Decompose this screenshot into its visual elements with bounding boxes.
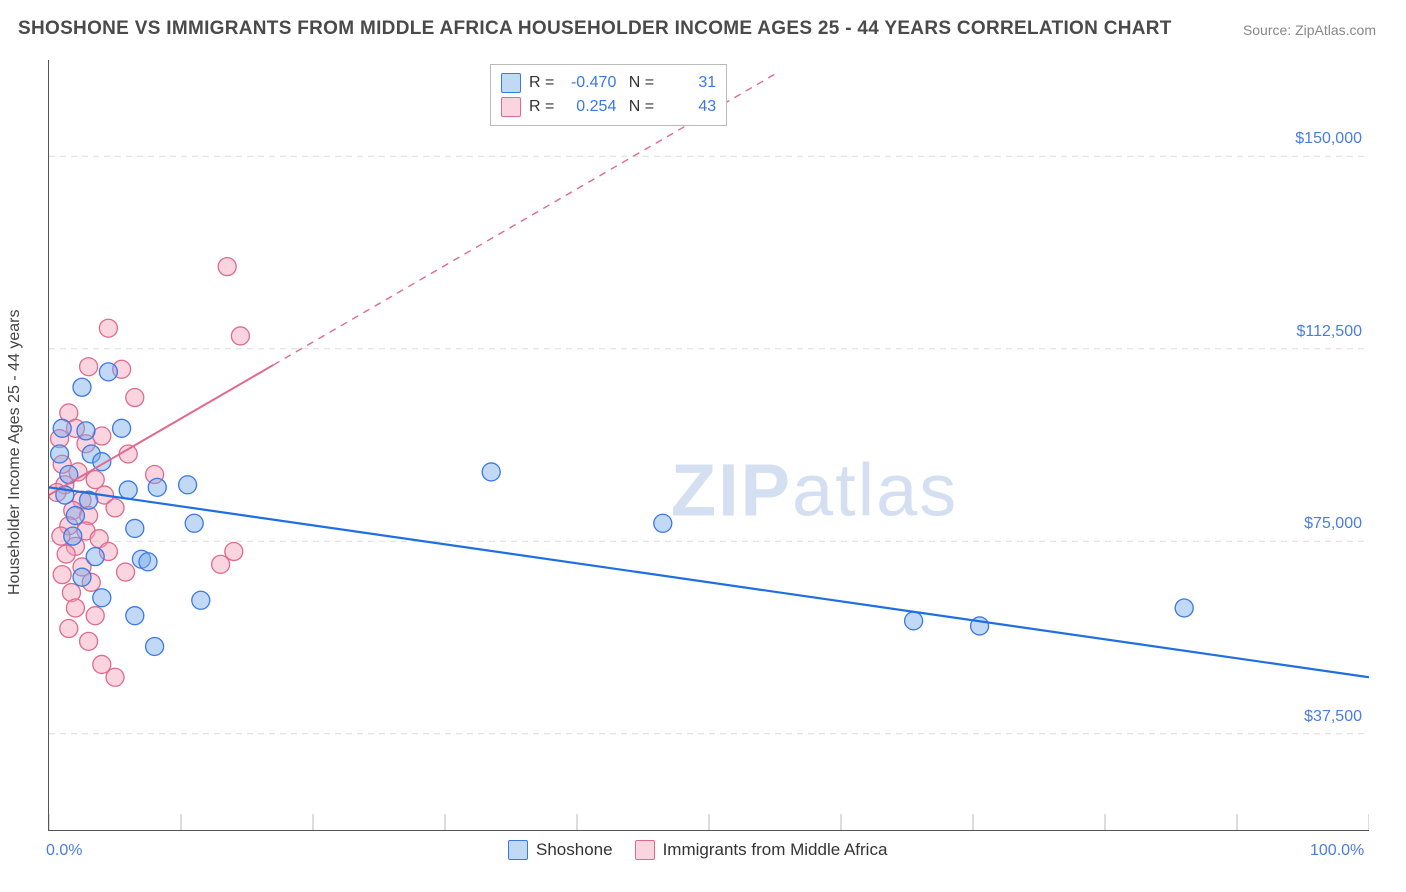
source-prefix: Source: xyxy=(1243,22,1295,38)
stat-n-value-immigrants: 43 xyxy=(662,98,716,116)
stat-r-value-immigrants: 0.254 xyxy=(562,98,616,116)
swatch-shoshone xyxy=(501,73,521,93)
stats-row-immigrants: R = 0.254 N = 43 xyxy=(501,95,716,119)
y-tick-label: $37,500 xyxy=(1278,708,1362,726)
legend-label-shoshone: Shoshone xyxy=(536,840,613,860)
swatch-shoshone xyxy=(508,840,528,860)
stat-n-label: N = xyxy=(624,74,654,92)
svg-text:ZIPatlas: ZIPatlas xyxy=(671,449,958,532)
y-tick-label: $112,500 xyxy=(1278,323,1362,341)
correlation-scatter-plot: ZIPatlas xyxy=(48,60,1369,831)
legend-item-immigrants: Immigrants from Middle Africa xyxy=(635,840,888,860)
source-link[interactable]: ZipAtlas.com xyxy=(1295,22,1376,38)
stat-r-label: R = xyxy=(529,98,554,116)
stat-r-value-shoshone: -0.470 xyxy=(562,74,616,92)
legend-item-shoshone: Shoshone xyxy=(508,840,613,860)
stat-r-label: R = xyxy=(529,74,554,92)
x-min-label: 0.0% xyxy=(46,842,82,860)
legend-label-immigrants: Immigrants from Middle Africa xyxy=(663,840,888,860)
x-max-label: 100.0% xyxy=(1310,842,1364,860)
stat-n-label: N = xyxy=(624,98,654,116)
stat-n-value-shoshone: 31 xyxy=(662,74,716,92)
series-legend: Shoshone Immigrants from Middle Africa xyxy=(508,840,887,860)
y-axis-label: Householder Income Ages 25 - 44 years xyxy=(6,310,24,596)
y-tick-label: $75,000 xyxy=(1278,515,1362,533)
stats-row-shoshone: R = -0.470 N = 31 xyxy=(501,71,716,95)
source-credit: Source: ZipAtlas.com xyxy=(1243,22,1376,38)
y-tick-label: $150,000 xyxy=(1278,130,1362,148)
correlation-stats-legend: R = -0.470 N = 31 R = 0.254 N = 43 xyxy=(490,64,727,126)
swatch-immigrants xyxy=(501,97,521,117)
swatch-immigrants xyxy=(635,840,655,860)
chart-title: SHOSHONE VS IMMIGRANTS FROM MIDDLE AFRIC… xyxy=(18,18,1172,40)
